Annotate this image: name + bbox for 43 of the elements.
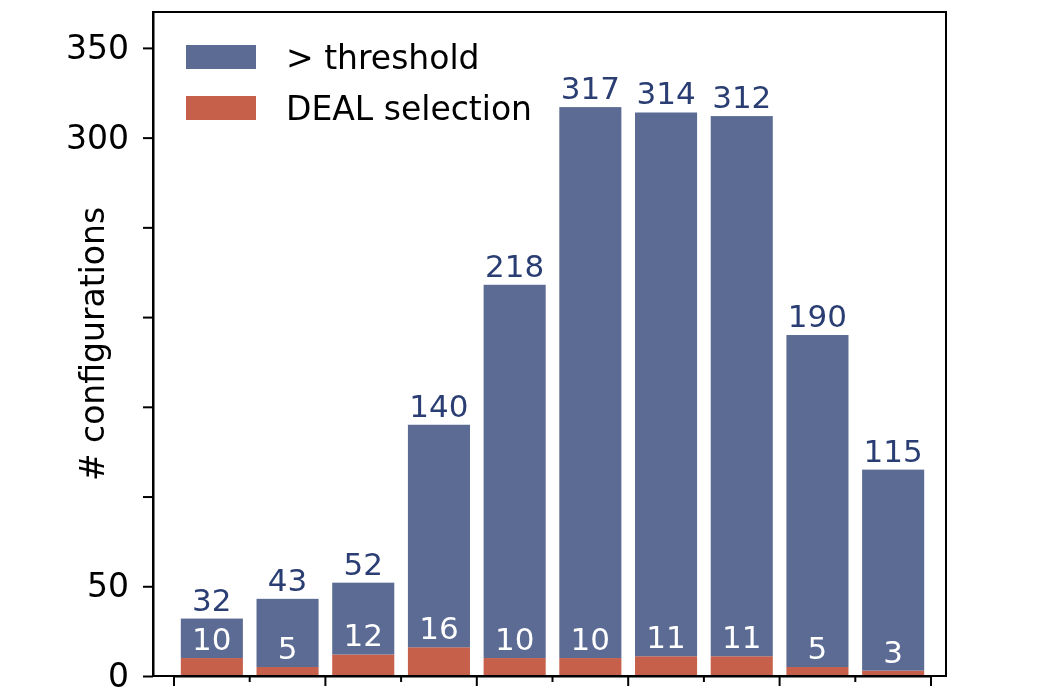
data-label: 10 (494, 621, 535, 658)
total-label: 314 (636, 75, 696, 112)
y-tick-label: 50 (87, 566, 129, 606)
total-label: 140 (409, 387, 469, 424)
bar (332, 582, 395, 655)
bar (635, 656, 698, 676)
total-label: 190 (787, 298, 848, 335)
bar (332, 654, 395, 676)
bar (559, 658, 622, 676)
bar (483, 658, 546, 676)
bar (407, 424, 470, 648)
total-label: 115 (863, 432, 923, 469)
legend-label: > threshold (286, 37, 480, 77)
data-label: 3 (883, 633, 904, 670)
data-label: 10 (570, 621, 611, 658)
bar (256, 598, 319, 668)
bar (786, 335, 849, 668)
total-label: 312 (712, 79, 772, 116)
data-label: 10 (192, 621, 232, 658)
y-tick-label: 0 (108, 656, 129, 695)
bar (710, 656, 773, 676)
y-tick-label: 300 (66, 117, 129, 157)
y-tick-label: 350 (66, 27, 129, 67)
bar (862, 469, 925, 671)
total-label: 43 (267, 561, 308, 598)
data-label: 11 (646, 619, 686, 656)
legend-label: DEAL selection (286, 88, 533, 128)
total-label: 32 (192, 581, 232, 618)
total-label: 317 (560, 70, 620, 107)
total-label: 52 (343, 545, 383, 582)
data-label: 11 (722, 619, 762, 656)
data-label: 5 (277, 630, 298, 667)
bar (180, 658, 243, 676)
y-axis-title: # configurations (72, 206, 112, 482)
data-label: 12 (343, 617, 383, 654)
total-label: 218 (485, 247, 545, 284)
bar (407, 647, 470, 676)
data-label: 16 (419, 610, 459, 647)
bar (635, 112, 698, 657)
data-label: 5 (807, 630, 828, 667)
bar (483, 284, 546, 659)
bar (559, 107, 622, 659)
bar (710, 116, 773, 657)
